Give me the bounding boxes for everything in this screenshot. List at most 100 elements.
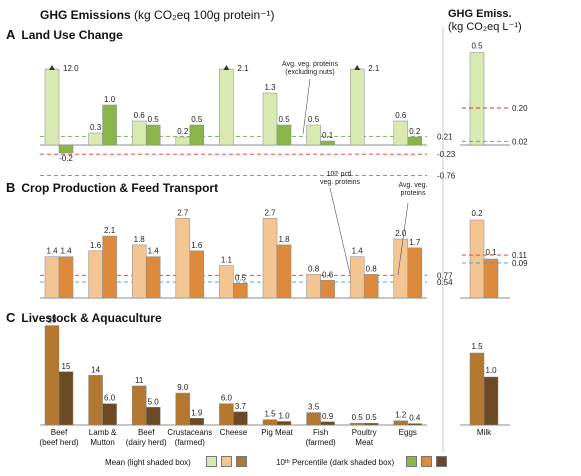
panel-c-name: Livestock & Aquaculture [21, 311, 162, 325]
data-label-a-mean-5: 1.3 [264, 83, 276, 92]
legend-swatch-b-mean [221, 456, 232, 467]
category-label: Beef (beef herd) [39, 428, 79, 447]
data-label-a-p10-5: 0.5 [278, 115, 290, 124]
category-label: Eggs [398, 428, 417, 437]
data-label-b-p10-1: 2.1 [104, 226, 116, 235]
data-label-c-mean-2: 11 [135, 376, 144, 385]
legend-swatch-a-mean [206, 456, 217, 467]
milk-bar-a-mean [469, 52, 485, 146]
bar-b-mean-8 [393, 238, 409, 299]
bar-c-p10-1 [102, 403, 117, 426]
bar-c-mean-7 [349, 422, 365, 426]
data-label-c-p10-8: 0.4 [409, 414, 421, 423]
bar-b-p10-6 [320, 280, 335, 299]
data-label-b-p10-6: 0.6 [322, 270, 334, 279]
title-unit: (kg CO₂eq 100g protein⁻¹) [134, 8, 275, 22]
bar-b-p10-1 [102, 235, 117, 299]
data-label-b-mean-5: 2.7 [264, 208, 276, 217]
milk-ref-label-b-1: 0.09 [512, 259, 528, 268]
right-title: GHG Emiss. [448, 8, 512, 20]
panel-a-title: A Land Use Change [6, 27, 123, 42]
bar-c-p10-7 [363, 422, 379, 426]
chart-title: GHG Emissions (kg CO₂eq 100g protein⁻¹) [40, 8, 274, 22]
annotation-10th-pctl-veg-proteins: 10ᵗʰ pctl. veg. proteins [320, 171, 361, 186]
milk-bar-c-p10 [483, 376, 499, 426]
bar-c-mean-0 [44, 325, 60, 426]
data-label-b-mean-0: 1.4 [46, 247, 58, 256]
bar-b-mean-2 [131, 244, 147, 299]
data-label-a-p10-0: -0.2 [59, 154, 73, 163]
reference-label-b-1: 0.54 [437, 278, 453, 287]
data-label-a-mean-0: 12.0 [63, 64, 79, 73]
legend-swatch-a-p10 [406, 456, 417, 467]
panel-c-title: C Livestock & Aquaculture [6, 310, 162, 325]
milk-bar-b-p10 [483, 258, 499, 299]
bar-a-mean-7 [349, 68, 365, 146]
data-label-a-mean-6: 0.5 [308, 115, 320, 124]
bar-a-mean-1 [88, 132, 103, 146]
bar-c-mean-6 [306, 412, 321, 426]
milk-ref-label-a-0: 0.20 [512, 104, 528, 113]
bar-c-mean-1 [88, 375, 103, 426]
data-label-b-p10-0: 1.4 [60, 247, 72, 256]
data-label-b-p10-3: 1.6 [191, 241, 203, 250]
annotation-avg-veg-proteins: Avg. veg. proteins [398, 182, 427, 197]
annotation-leader-b1 [329, 187, 351, 275]
milk-label-b-p10: 0.1 [485, 248, 497, 257]
bar-a-p10-0 [58, 144, 74, 154]
bar-b-mean-3 [175, 218, 191, 299]
data-label-a-p10-2: 0.5 [148, 115, 160, 124]
bar-b-p10-2 [145, 256, 161, 299]
milk-ref-label-b-0: 0.11 [512, 251, 528, 260]
category-label: Pig Meat [261, 428, 293, 437]
data-label-b-mean-8: 2.0 [395, 229, 407, 238]
bar-a-p10-3 [189, 124, 205, 146]
data-label-b-mean-2: 1.8 [134, 235, 146, 244]
bar-a-p10-1 [102, 104, 117, 146]
data-label-a-mean-4: 2.1 [237, 64, 249, 73]
bar-c-p10-5 [276, 421, 292, 426]
data-label-a-mean-7: 2.1 [368, 64, 380, 73]
data-label-c-p10-3: 1.9 [191, 408, 203, 417]
bar-c-mean-5 [262, 419, 278, 426]
data-label-c-mean-5: 1.5 [264, 410, 276, 419]
right-unit: (kg CO₂eq L⁻¹) [448, 21, 522, 33]
bar-b-p10-8 [407, 247, 423, 299]
annotation-leader-b2 [397, 202, 409, 276]
panel-c-letter: C [6, 310, 16, 325]
reference-label-b-0: 0.77 [437, 271, 453, 280]
bar-a-p10-2 [145, 124, 161, 146]
bar-c-mean-4 [219, 403, 234, 426]
data-label-b-p10-5: 1.8 [278, 235, 290, 244]
data-label-c-mean-4: 6.0 [221, 394, 233, 403]
bar-a-p10-6 [320, 140, 335, 146]
reference-label-a-2: -0.76 [437, 171, 456, 180]
data-label-b-p10-8: 1.7 [409, 238, 421, 247]
truncation-arrow-a-0 [49, 65, 55, 70]
bar-b-p10-7 [363, 274, 379, 299]
data-label-c-p10-4: 3.7 [235, 402, 247, 411]
bar-b-mean-0 [44, 256, 60, 299]
data-label-c-p10-5: 1.0 [278, 411, 290, 420]
data-label-a-mean-8: 0.6 [395, 111, 407, 120]
milk-label-a-mean: 0.5 [471, 42, 483, 51]
reference-label-a-0: 0.21 [437, 133, 453, 142]
legend-swatch-c-mean [236, 456, 247, 467]
bar-b-mean-7 [349, 256, 365, 299]
bar-c-p10-4 [233, 411, 248, 426]
data-label-c-mean-0: 28 [48, 316, 57, 325]
category-label: Poultry Meat [351, 428, 377, 447]
bar-c-p10-2 [145, 407, 161, 426]
data-label-a-p10-1: 1.0 [104, 95, 116, 104]
panel-a-name: Land Use Change [21, 28, 123, 42]
bar-a-mean-8 [393, 120, 409, 146]
data-label-a-mean-3: 0.2 [177, 127, 189, 136]
bar-a-mean-3 [175, 136, 191, 146]
bar-c-p10-8 [407, 423, 423, 426]
data-label-b-mean-6: 0.8 [308, 264, 320, 273]
truncation-arrow-a-7 [354, 65, 361, 70]
category-label: Fish (farmed) [305, 428, 336, 447]
legend-p10-label: 10ᵗʰ Percentile (dark shaded box) [276, 458, 395, 467]
